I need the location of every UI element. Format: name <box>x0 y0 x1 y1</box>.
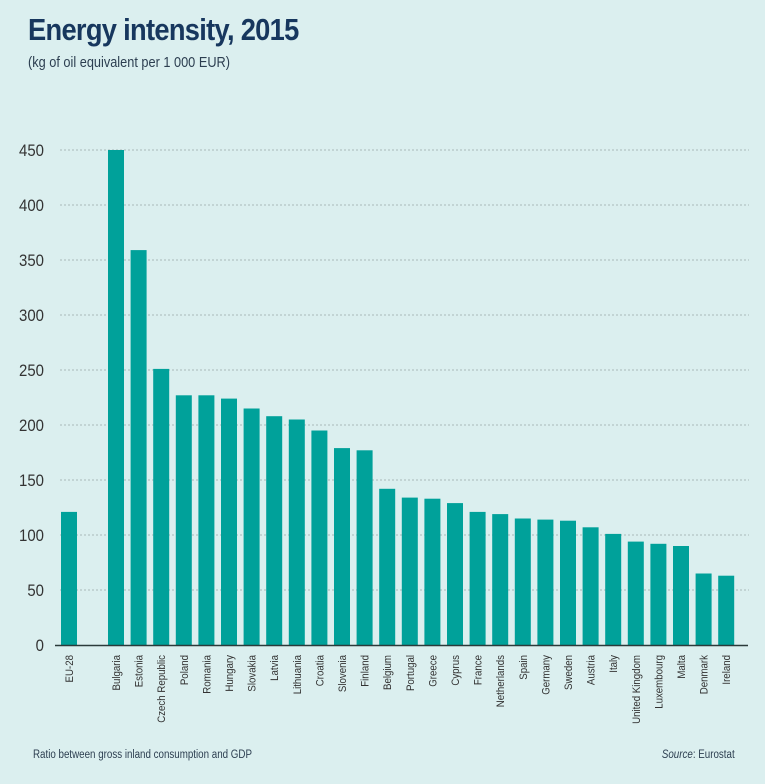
bar-netherlands <box>492 514 509 645</box>
x-tick-label: Portugal <box>405 655 417 691</box>
bar-malta <box>673 546 689 645</box>
bar-romania <box>198 395 215 645</box>
bar-bulgaria <box>108 150 124 645</box>
bar-hungary <box>221 398 237 645</box>
chart-title: Energy intensity, 2015 <box>28 12 299 47</box>
bar-slovakia <box>243 408 260 645</box>
chart-subtitle: (kg of oil equivalent per 1 000 EUR) <box>28 54 230 71</box>
bar-united-kingdom <box>627 541 644 645</box>
bar-belgium <box>379 488 396 645</box>
bar-czech-republic <box>153 368 170 645</box>
x-tick-label: Greece <box>428 655 440 687</box>
x-tick-label: Netherlands <box>496 655 508 707</box>
bar-lithuania <box>288 419 305 645</box>
bar-eu-28 <box>61 511 77 645</box>
x-tick-label: Sweden <box>564 655 576 690</box>
x-tick-label: Slovakia <box>247 655 259 692</box>
x-tick-label: Lithuania <box>292 655 304 695</box>
y-tick-label: 250 <box>19 362 44 380</box>
bars <box>61 150 735 645</box>
bar-germany <box>537 519 554 645</box>
x-tick-label: Finland <box>360 655 372 687</box>
bar-portugal <box>401 497 418 645</box>
bar-slovenia <box>334 448 350 645</box>
y-tick-label: 450 <box>19 142 44 160</box>
bar-latvia <box>266 416 283 645</box>
bar-estonia <box>130 250 147 645</box>
x-tick-label: Hungary <box>225 654 237 691</box>
bar-cyprus <box>447 503 463 645</box>
bar-france <box>469 511 486 645</box>
bar-spain <box>514 518 531 645</box>
x-tick-label: Malta <box>677 655 689 679</box>
x-tick-label: EU-28 <box>65 655 77 683</box>
x-tick-label: Denmark <box>699 654 711 694</box>
x-tick-label: Estonia <box>134 655 146 688</box>
y-tick-label: 0 <box>36 637 44 655</box>
source-label: Source <box>662 749 694 761</box>
x-tick-label: Croatia <box>315 655 327 686</box>
y-tick-label: 350 <box>19 252 44 270</box>
bar-sweden <box>560 520 576 645</box>
x-tick-label: Belgium <box>383 655 395 690</box>
y-tick-label: 400 <box>19 197 44 215</box>
y-axis-ticks: 0 50 100 150 200 250 300 350 400 450 <box>19 142 44 655</box>
x-tick-label: Romania <box>202 655 214 694</box>
x-tick-label: Austria <box>586 655 598 685</box>
x-tick-label: Ireland <box>722 655 734 685</box>
x-tick-label: Spain <box>518 655 530 680</box>
x-tick-label: Germany <box>541 654 553 695</box>
x-tick-label: Bulgaria <box>112 655 124 691</box>
bar-croatia <box>311 430 328 645</box>
bar-poland <box>175 395 192 645</box>
bar-ireland <box>718 575 735 645</box>
bar-luxembourg <box>650 543 667 645</box>
y-tick-label: 150 <box>19 472 44 490</box>
bar-greece <box>424 498 441 645</box>
bar-italy <box>605 533 622 645</box>
x-axis-labels: EU-28 Bulgaria Estonia Czech Republic Poland… <box>65 654 734 724</box>
y-tick-label: 300 <box>19 307 44 325</box>
y-tick-label: 200 <box>19 417 44 435</box>
x-tick-label: France <box>473 655 485 685</box>
x-tick-label: Latvia <box>270 655 282 681</box>
source-note: Source: Eurostat <box>662 749 735 761</box>
x-tick-label: Luxembourg <box>654 655 666 709</box>
x-tick-label: Slovenia <box>338 655 350 692</box>
bar-denmark <box>695 573 712 645</box>
x-tick-label: Cyprus <box>451 655 463 686</box>
x-tick-label: Italy <box>609 654 621 673</box>
x-tick-label: Poland <box>179 655 191 685</box>
bar-finland <box>356 450 373 645</box>
y-tick-label: 100 <box>19 527 44 545</box>
footnote: Ratio between gross inland consumption a… <box>33 749 252 761</box>
x-tick-label: Czech Republic <box>157 655 169 723</box>
source-value: : Eurostat <box>693 749 735 761</box>
bar-austria <box>582 527 599 645</box>
x-tick-label: United Kingdom <box>631 655 643 724</box>
y-tick-label: 50 <box>27 582 44 600</box>
